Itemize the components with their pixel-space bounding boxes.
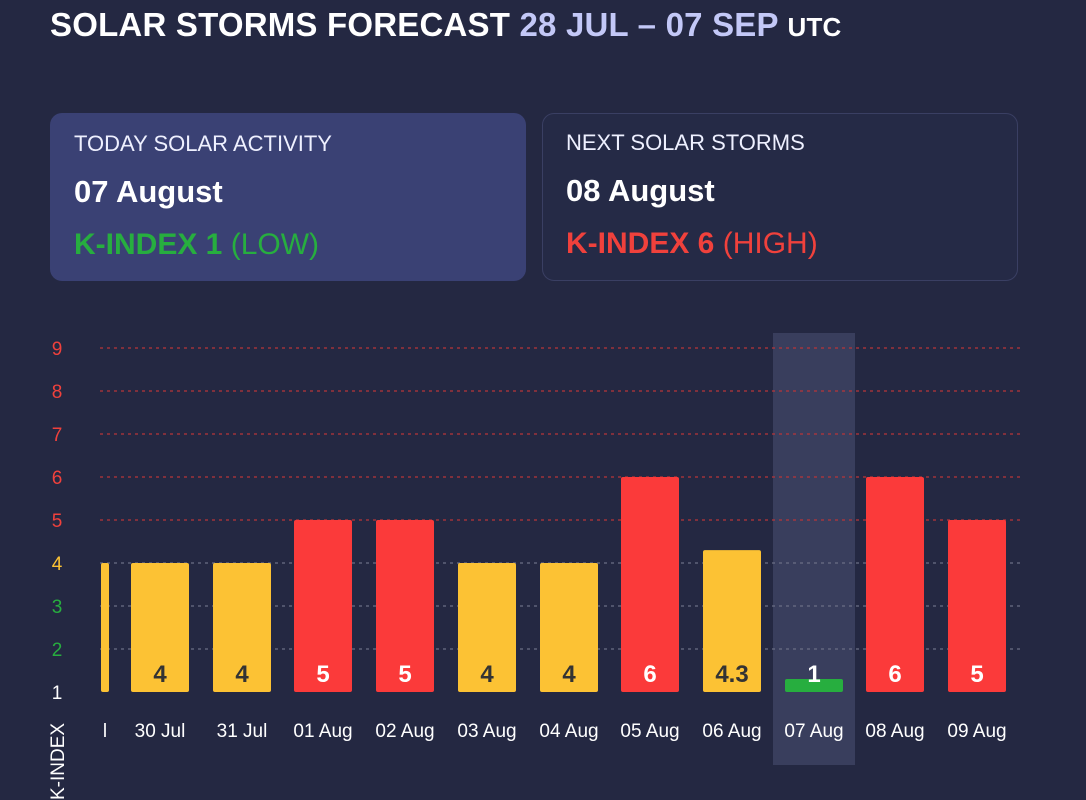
y-tick-label: 4	[52, 554, 63, 575]
today-kindex-value: K-INDEX 1	[74, 228, 223, 261]
x-tick-label: 06 Aug	[702, 721, 761, 742]
data-label: 4	[480, 661, 494, 688]
y-axis-label: K-INDEX	[48, 723, 69, 800]
bar	[866, 477, 924, 692]
bar	[948, 520, 1006, 692]
y-tick-label: 5	[52, 511, 63, 532]
x-tick-label: 31 Jul	[217, 721, 268, 742]
y-tick-label: 7	[52, 425, 63, 446]
x-tick-label: 09 Aug	[947, 721, 1006, 742]
bar	[621, 477, 679, 692]
bar	[131, 563, 189, 692]
bar	[101, 563, 109, 692]
bar	[294, 520, 352, 692]
today-kindex-level: (LOW)	[230, 228, 320, 261]
y-tick-label: 2	[52, 640, 63, 661]
data-label: 6	[643, 661, 656, 688]
x-tick-label: 03 Aug	[457, 721, 516, 742]
y-tick-label: 6	[52, 468, 63, 489]
bar	[213, 563, 271, 692]
today-card-kindex: K-INDEX 1 (LOW)	[74, 228, 526, 262]
today-activity-card: TODAY SOLAR ACTIVITY 07 August K-INDEX 1…	[50, 113, 526, 281]
y-tick-label: 8	[52, 382, 63, 403]
data-label: 5	[316, 661, 329, 688]
data-label: 5	[970, 661, 983, 688]
bar	[703, 550, 761, 692]
x-tick-label: 05 Aug	[620, 721, 679, 742]
next-storms-card: NEXT SOLAR STORMS 08 August K-INDEX 6 (H…	[542, 113, 1018, 281]
bar	[376, 520, 434, 692]
x-tick-label: 01 Aug	[293, 721, 352, 742]
kindex-bar-chart: 1 2 3 4 5 6 7 8 9 K-INDEX l 4 30 Jul 4 31 Jul 5 01 Aug 5 0…	[48, 333, 1020, 800]
highlight-column	[773, 333, 855, 765]
bar	[540, 563, 598, 692]
next-kindex-value: K-INDEX 6	[566, 227, 715, 260]
date-range: 28 JUL – 07 SEP	[519, 6, 779, 43]
x-tick-label: l	[103, 721, 107, 742]
next-card-label: NEXT SOLAR STORMS	[566, 130, 805, 155]
data-label: 6	[888, 661, 901, 688]
title-text: SOLAR STORMS FORECAST	[50, 6, 511, 43]
data-label: 4	[562, 661, 576, 688]
next-card-kindex: K-INDEX 6 (HIGH)	[566, 227, 1017, 261]
bar	[458, 563, 516, 692]
y-tick-label: 1	[52, 683, 63, 704]
next-card-date: 08 August	[566, 173, 715, 208]
data-label: 4.3	[715, 661, 748, 688]
x-tick-label: 04 Aug	[539, 721, 598, 742]
today-card-label: TODAY SOLAR ACTIVITY	[74, 131, 332, 156]
data-label: 4	[235, 661, 249, 688]
data-label: 1	[807, 661, 820, 688]
x-tick-label: 08 Aug	[865, 721, 924, 742]
next-kindex-level: (HIGH)	[722, 227, 818, 260]
y-tick-label: 9	[52, 339, 63, 360]
data-label: 5	[398, 661, 411, 688]
x-tick-label: 07 Aug	[784, 721, 843, 742]
x-tick-label: 30 Jul	[135, 721, 186, 742]
bar	[785, 679, 843, 692]
page-title: SOLAR STORMS FORECAST 28 JUL – 07 SEP UT…	[50, 6, 842, 44]
timezone: UTC	[787, 12, 842, 42]
y-tick-label: 3	[52, 597, 63, 618]
x-tick-label: 02 Aug	[375, 721, 434, 742]
data-label: 4	[153, 661, 167, 688]
today-card-date: 07 August	[74, 174, 223, 209]
